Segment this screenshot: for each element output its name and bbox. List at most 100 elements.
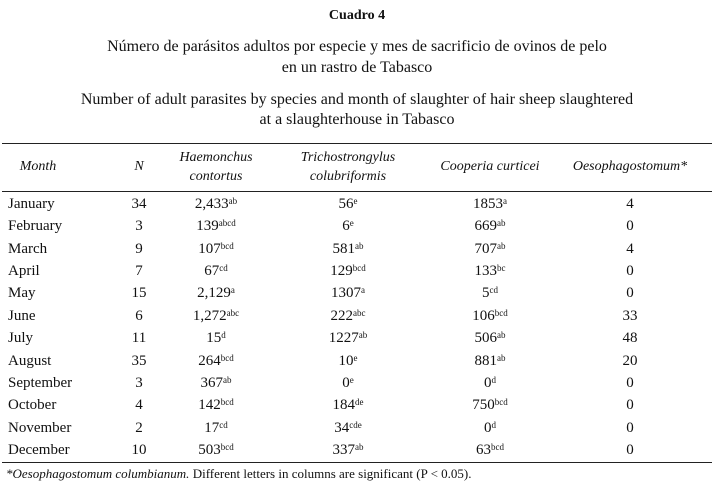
cell-value: 2,129 bbox=[197, 285, 231, 302]
cell-value: 15 bbox=[206, 330, 222, 347]
cell: 0e bbox=[342, 374, 354, 391]
cell-letters: a bbox=[503, 196, 507, 206]
cell-letters: e bbox=[353, 352, 358, 363]
cell: 4 bbox=[626, 240, 634, 257]
cell: 6e bbox=[342, 219, 354, 234]
cell-value: 0 bbox=[342, 374, 350, 391]
cell: 63bcd bbox=[476, 441, 504, 458]
cell-value: 107 bbox=[198, 240, 221, 257]
cell: 0 bbox=[626, 374, 634, 391]
column-header: Cooperia curticei bbox=[440, 159, 540, 174]
cell: 367ab bbox=[201, 374, 232, 391]
rule bbox=[2, 143, 712, 144]
cell: 0 bbox=[626, 285, 634, 302]
cell: 15 bbox=[131, 285, 147, 302]
cell-letters: cde bbox=[349, 419, 362, 430]
cell: 48 bbox=[622, 330, 638, 347]
cell-letters: ab bbox=[228, 196, 238, 206]
cell: 707ab bbox=[475, 240, 506, 257]
cell: 7 bbox=[135, 263, 143, 280]
cell-letters: ab bbox=[355, 441, 364, 452]
cell-value: 63 bbox=[476, 441, 491, 458]
cell: 222abc bbox=[331, 308, 366, 324]
cell: 20 bbox=[622, 352, 638, 369]
cell-value: 184 bbox=[332, 397, 356, 414]
cell-value: 881 bbox=[474, 352, 498, 369]
column-header: Oesophagostomum* bbox=[572, 159, 688, 174]
cell-value: 56 bbox=[338, 196, 354, 212]
cell: 2 bbox=[135, 419, 143, 436]
cell: 11 bbox=[131, 330, 147, 347]
cell-value: 1227 bbox=[328, 330, 359, 347]
cell-value: 10 bbox=[338, 352, 354, 369]
cell: November bbox=[8, 419, 72, 436]
cell-value: 67 bbox=[204, 263, 220, 280]
cell-value: 1853 bbox=[473, 196, 503, 212]
cell: 129bcd bbox=[330, 264, 366, 279]
cell-value: 0 bbox=[484, 419, 492, 436]
column-header: Trichostrongylus bbox=[300, 150, 396, 165]
cell-letters: ab bbox=[497, 330, 506, 341]
cell: 35 bbox=[131, 352, 147, 369]
cell-value: 581 bbox=[332, 240, 356, 257]
cell-value: 1,272 bbox=[192, 307, 227, 324]
cell: 34 bbox=[131, 196, 147, 212]
table-label: Cuadro 4 bbox=[328, 8, 386, 23]
cell: 5cd bbox=[482, 286, 498, 301]
column-header: contortus bbox=[189, 169, 243, 184]
cell: December bbox=[8, 441, 70, 458]
cell: 1227ab bbox=[329, 331, 368, 346]
cell-letters: bcd bbox=[220, 240, 234, 251]
cell: 0 bbox=[626, 441, 634, 458]
column-header: Month bbox=[19, 159, 57, 174]
cell-value: 133 bbox=[474, 263, 498, 280]
cell: 881ab bbox=[474, 352, 506, 369]
cell-letters: ab bbox=[497, 218, 506, 229]
cell: August bbox=[8, 352, 52, 369]
rule bbox=[2, 462, 712, 463]
cell: 1853a bbox=[473, 197, 507, 212]
cell: 2,129a bbox=[197, 286, 235, 301]
cell-letters: e bbox=[353, 196, 358, 206]
cell-letters: ab bbox=[497, 240, 506, 251]
column-header: N bbox=[134, 159, 144, 174]
cell: October bbox=[8, 397, 57, 414]
cell-value: 337 bbox=[332, 441, 356, 458]
cell: 669ab bbox=[475, 219, 506, 234]
cell: September bbox=[8, 374, 73, 391]
cell-value: 106 bbox=[472, 307, 495, 324]
cell-letters: cd bbox=[219, 419, 228, 430]
cell: 0 bbox=[626, 397, 634, 414]
cell: April bbox=[8, 263, 40, 280]
cell: 503bcd bbox=[198, 441, 234, 458]
cell-value: 669 bbox=[474, 218, 498, 235]
cell: 6 bbox=[135, 307, 143, 324]
cell-letters: d bbox=[491, 374, 497, 385]
title-es: Número de parásitos adultos por especie … bbox=[107, 38, 607, 55]
cell: July bbox=[8, 330, 34, 347]
cell: 34cde bbox=[334, 419, 362, 436]
cell: 0 bbox=[626, 419, 634, 436]
cell: 0d bbox=[484, 419, 496, 436]
cell: 506ab bbox=[475, 331, 506, 346]
cell-letters: ab bbox=[497, 352, 506, 363]
cell: 1307a bbox=[331, 286, 365, 301]
cell-letters: bcd bbox=[220, 397, 234, 408]
cell-letters: ab bbox=[223, 374, 232, 385]
cell: 10e bbox=[338, 352, 358, 369]
cell-letters: bcd bbox=[491, 441, 504, 452]
title-es: en un rastro de Tabasco bbox=[281, 59, 433, 76]
cell-value: 264 bbox=[198, 352, 221, 369]
cell-letters: cd bbox=[489, 285, 499, 296]
cell: February bbox=[8, 218, 63, 235]
cell: 2,433ab bbox=[195, 197, 237, 212]
cell-value: 503 bbox=[198, 441, 221, 458]
cell: 33 bbox=[622, 307, 638, 324]
cell: 67cd bbox=[204, 264, 228, 279]
rule bbox=[2, 191, 712, 192]
cell-value: 34 bbox=[334, 419, 350, 436]
cell-value: 139 bbox=[196, 218, 219, 235]
cell-value: 1307 bbox=[331, 285, 361, 302]
cell-letters: bcd bbox=[352, 263, 366, 274]
cell: 139abcd bbox=[196, 219, 236, 234]
